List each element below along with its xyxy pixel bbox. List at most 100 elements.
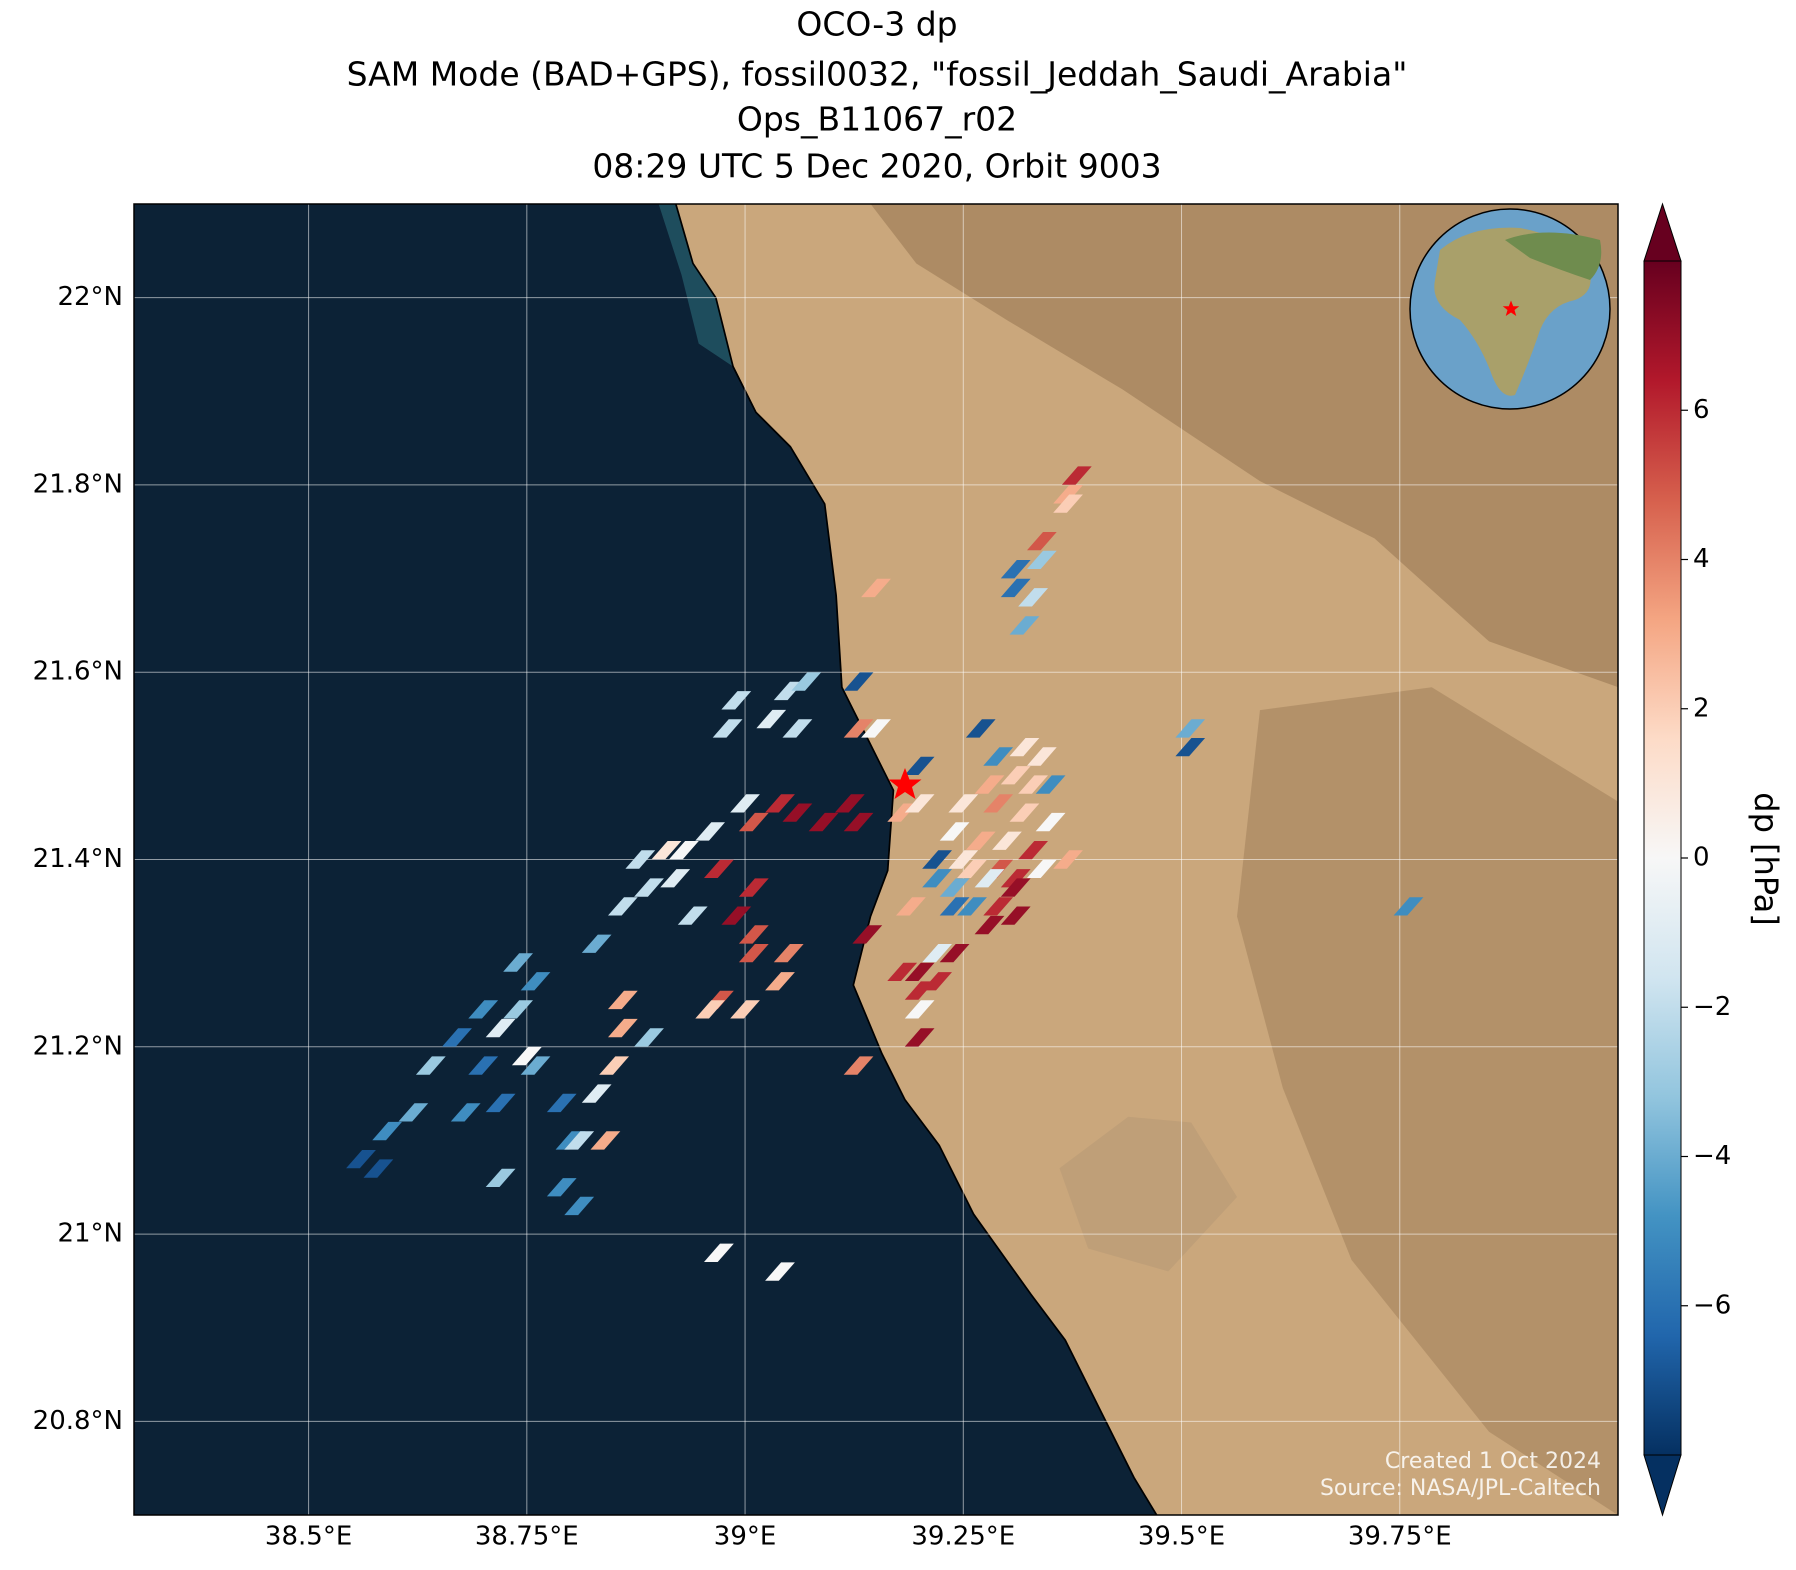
soundings (346, 466, 1424, 1281)
sounding (564, 1131, 595, 1150)
title-line: 08:29 UTC 5 Dec 2020, Orbit 9003 (592, 147, 1161, 186)
sounding (1027, 747, 1057, 766)
sounding (511, 1047, 542, 1066)
sounding (485, 1018, 516, 1038)
sounding (939, 897, 970, 916)
x-tick-label: 38.5°E (265, 1522, 352, 1552)
x-tick-label: 39.25°E (911, 1522, 1015, 1552)
sounding (983, 897, 1014, 916)
sounding (773, 944, 804, 963)
sounding (939, 878, 970, 897)
colorbar-tick-label: −6 (1693, 1290, 1731, 1320)
sounding (1018, 841, 1048, 860)
sounding (608, 990, 638, 1010)
sounding (625, 850, 656, 869)
coastline (674, 204, 1158, 1515)
sounding (660, 869, 691, 888)
globe-star (1502, 300, 1520, 316)
sounding (520, 972, 551, 991)
sounding (1000, 560, 1031, 579)
sounding (1018, 588, 1048, 607)
sounding (1000, 869, 1031, 888)
sounding (1027, 532, 1057, 551)
sounding (738, 878, 769, 897)
colorbar-body (1643, 260, 1682, 1456)
sounding (1000, 766, 1031, 785)
colorbar-tick-label: 2 (1693, 693, 1710, 723)
sounding (503, 1000, 533, 1019)
sounding (904, 981, 935, 1000)
sounding (965, 719, 996, 738)
sounding (721, 906, 752, 925)
sounding (843, 672, 874, 691)
globe-land (1505, 232, 1602, 280)
sounding (904, 962, 935, 981)
sounding (974, 915, 1005, 935)
sounding (1035, 812, 1066, 832)
colorbar-tick-label: −2 (1693, 992, 1731, 1022)
sounding (808, 812, 839, 832)
sounding (608, 1018, 638, 1038)
sounding (939, 944, 970, 963)
y-tick-label: 21.4°N (33, 844, 123, 874)
sounding (372, 1121, 402, 1141)
sounding (957, 859, 987, 878)
sounding (1053, 850, 1083, 869)
title-line: SAM Mode (BAD+GPS), fossil0032, "fossil_… (347, 55, 1408, 94)
sounding (581, 1084, 612, 1103)
sounding (974, 775, 1005, 794)
sounding (450, 1103, 481, 1122)
sounding (1000, 878, 1031, 897)
sounding (363, 1159, 394, 1178)
sounding (983, 794, 1014, 813)
sounding (992, 831, 1022, 850)
sounding (651, 841, 682, 860)
sounding (738, 812, 769, 832)
sounding (1009, 616, 1040, 635)
sounding (704, 1243, 734, 1262)
terrain (1059, 1116, 1238, 1272)
sounding (738, 925, 769, 944)
site-star (888, 768, 922, 799)
sounding (1393, 897, 1424, 916)
sounding (590, 1131, 621, 1150)
sounding (346, 1150, 376, 1169)
sounding (922, 944, 952, 963)
sounding (922, 850, 952, 869)
sounding (1018, 775, 1048, 794)
sounding (948, 850, 979, 869)
sounding (468, 1056, 499, 1075)
sounding (695, 822, 725, 841)
inset-globe (1409, 208, 1611, 410)
sounding (608, 897, 638, 916)
sounding (904, 794, 935, 813)
sounding (861, 719, 891, 738)
colorbar-extend-min (1643, 1454, 1682, 1517)
sounding (861, 578, 891, 598)
sounding (730, 1000, 760, 1019)
plot-frame (133, 203, 1619, 1516)
sounding (546, 1093, 577, 1113)
y-tick-label: 21.2°N (33, 1031, 123, 1061)
sounding (974, 869, 1005, 888)
colorbar-extend-max (1643, 202, 1682, 262)
sounding (721, 691, 752, 710)
sounding (1035, 775, 1066, 794)
title-line: Ops_B11067_r02 (737, 100, 1017, 139)
sounding (415, 1056, 446, 1075)
colorbar-tick-label: 0 (1693, 843, 1710, 873)
sounding (904, 1000, 935, 1019)
sounding (852, 925, 883, 944)
sounding (948, 794, 979, 813)
sounding (485, 1093, 516, 1113)
sounding (782, 803, 813, 822)
terrain (1237, 687, 1618, 1515)
sounding (442, 1028, 472, 1047)
sounding (1027, 859, 1057, 878)
y-tick-label: 21°N (57, 1219, 123, 1249)
sounding (677, 906, 708, 925)
sounding (1000, 906, 1031, 925)
sounding (756, 709, 787, 729)
coast-shelf (658, 204, 734, 367)
